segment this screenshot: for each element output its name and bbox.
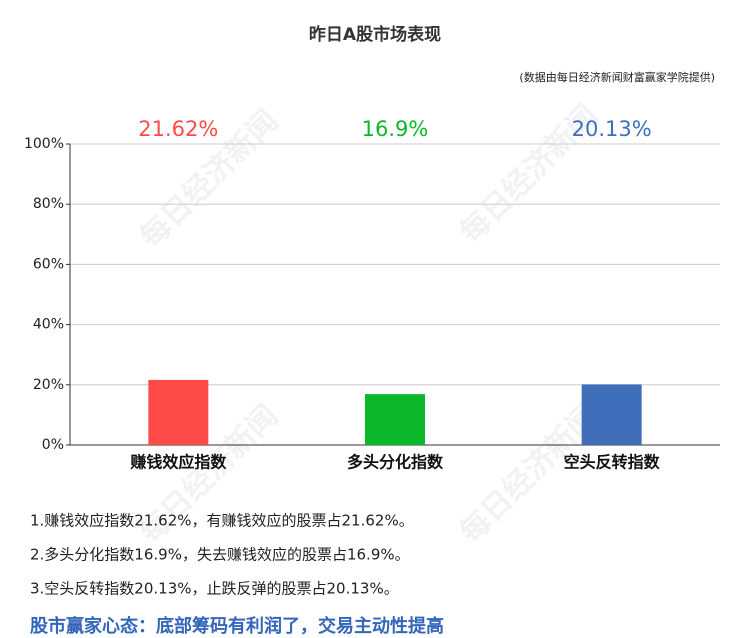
note: 1.赚钱效应指数21.62%，有赚钱效应的股票占21.62%。 (30, 512, 414, 530)
chart-title: 昨日A股市场表现 (309, 24, 441, 45)
y-tick-label: 40% (33, 317, 64, 333)
y-tick-label: 80% (33, 196, 64, 212)
x-tick-label: 空头反转指数 (564, 453, 661, 472)
y-tick-label: 20% (33, 377, 64, 393)
value-label: 21.62% (138, 117, 218, 141)
note: 2.多头分化指数16.9%，失去赚钱效应的股票占16.9%。 (30, 546, 410, 564)
value-label: 16.9% (362, 117, 429, 141)
value-label: 20.13% (572, 117, 652, 141)
y-tick-label: 100% (24, 136, 64, 152)
conclusion: 股市赢家心态：底部筹码有利润了，交易主动性提高 (29, 615, 444, 637)
bar (365, 394, 425, 445)
note: 3.空头反转指数20.13%，止跌反弹的股票占20.13%。 (30, 580, 399, 598)
y-tick-label: 60% (33, 256, 64, 272)
x-tick-label: 赚钱效应指数 (129, 453, 227, 472)
bar (581, 384, 642, 445)
chart-subtitle: (数据由每日经济新闻财富赢家学院提供) (519, 70, 715, 84)
y-tick-label: 0% (42, 437, 64, 453)
x-tick-label: 多头分化指数 (347, 453, 444, 472)
bar (148, 379, 209, 445)
